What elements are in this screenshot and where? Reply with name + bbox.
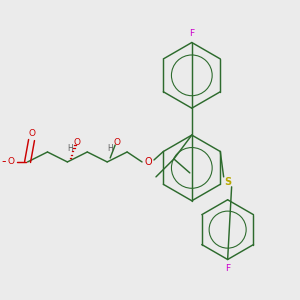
Text: O: O: [114, 137, 121, 146]
Text: F: F: [225, 264, 230, 273]
Text: S: S: [224, 177, 231, 187]
Text: O: O: [28, 129, 35, 138]
Text: O: O: [7, 158, 14, 166]
Text: -: -: [2, 155, 6, 168]
Text: O: O: [74, 137, 81, 146]
Text: O: O: [144, 157, 152, 167]
Text: F: F: [189, 29, 194, 38]
Text: H: H: [68, 143, 73, 152]
Text: H: H: [107, 143, 113, 152]
